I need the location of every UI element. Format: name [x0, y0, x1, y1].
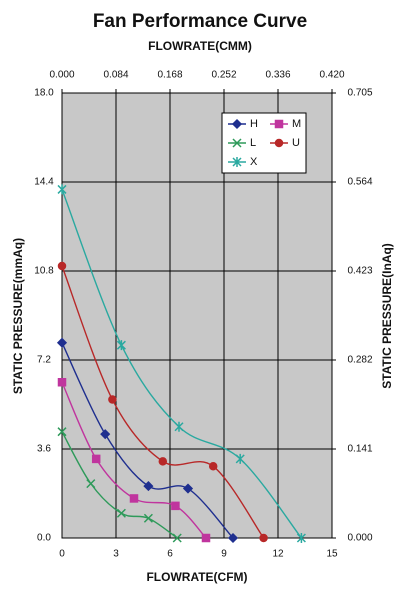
y2-axis-label: STATIC PRESSURE(InAq): [380, 243, 394, 389]
x2-tick-label: 0.000: [49, 70, 74, 81]
point: [129, 494, 139, 503]
plot-border: [61, 92, 333, 539]
y-tick-label: 18.0: [34, 88, 54, 99]
point: [57, 261, 67, 271]
x2-axis-label: FLOWRATE(CMM): [148, 39, 252, 53]
legend-label: M: [292, 118, 301, 130]
y-tick-label: 10.8: [34, 266, 54, 277]
point: [116, 508, 126, 518]
series-line: [61, 189, 302, 539]
x2-tick-label: 0.084: [103, 70, 128, 81]
y-tick-label: 3.6: [37, 444, 51, 455]
legend-marker: [274, 138, 284, 148]
point: [201, 533, 211, 543]
x-tick-label: 9: [221, 549, 227, 560]
point: [108, 395, 117, 404]
point: [158, 457, 168, 466]
point: [171, 501, 180, 511]
y2-tick-label: 0.705: [347, 88, 372, 99]
legend-marker: [232, 157, 242, 167]
y2-tick-label: 0.564: [347, 177, 372, 188]
point: [235, 453, 245, 464]
point: [116, 340, 126, 351]
chart-title: Fan Performance Curve: [93, 11, 307, 32]
point: [227, 532, 239, 544]
point: [296, 533, 306, 543]
point: [143, 513, 153, 523]
point: [57, 184, 67, 195]
point: [143, 481, 154, 492]
legend-marker: [231, 118, 243, 130]
point: [57, 378, 67, 387]
x-tick-label: 12: [272, 549, 284, 560]
legend-label: U: [292, 137, 300, 149]
y-axis-label: STATIC PRESSURE(mmAq): [11, 238, 25, 394]
x2-tick-label: 0.420: [319, 70, 344, 81]
y2-tick-label: 0.141: [347, 444, 372, 455]
legend-label: X: [250, 156, 258, 168]
legend-marker: [232, 138, 242, 148]
x-tick-label: 6: [167, 549, 173, 560]
x-axis-label: FLOWRATE(CFM): [146, 570, 247, 584]
point: [57, 427, 67, 437]
point: [91, 454, 101, 464]
y2-tick-label: 0.000: [347, 533, 372, 544]
point: [86, 479, 96, 489]
legend-marker: [274, 119, 284, 129]
legend-label: L: [250, 137, 256, 149]
point: [208, 462, 218, 471]
y-tick-label: 14.4: [34, 177, 54, 188]
x2-tick-label: 0.252: [211, 70, 236, 81]
x-tick-label: 3: [113, 549, 119, 560]
x2-tick-label: 0.168: [157, 70, 182, 81]
y2-tick-label: 0.423: [347, 266, 372, 277]
point: [174, 421, 184, 432]
point: [56, 337, 68, 348]
point: [259, 533, 268, 543]
point: [100, 429, 111, 440]
y-tick-label: 0.0: [37, 533, 51, 544]
y2-tick-label: 0.282: [347, 355, 372, 366]
x2-tick-label: 0.336: [265, 70, 290, 81]
x-tick-label: 15: [326, 549, 338, 560]
point: [172, 533, 182, 543]
x-tick-label: 0: [59, 549, 65, 560]
point: [182, 483, 194, 494]
legend-label: H: [250, 118, 258, 130]
y-tick-label: 7.2: [37, 355, 51, 366]
